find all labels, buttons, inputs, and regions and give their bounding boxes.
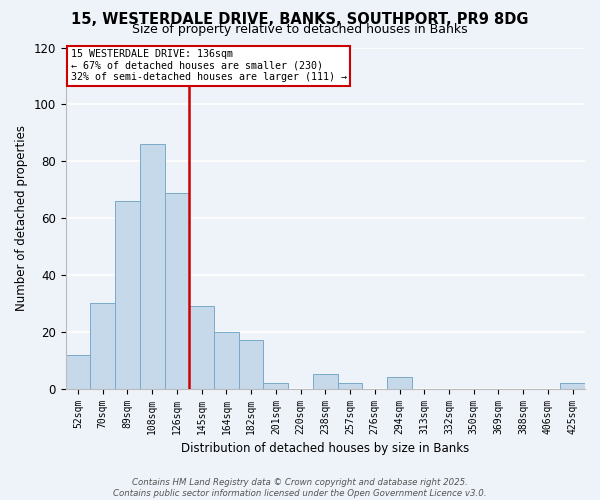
Bar — [190, 306, 214, 388]
Bar — [387, 378, 412, 388]
Bar — [313, 374, 338, 388]
Text: 15, WESTERDALE DRIVE, BANKS, SOUTHPORT, PR9 8DG: 15, WESTERDALE DRIVE, BANKS, SOUTHPORT, … — [71, 12, 529, 28]
Y-axis label: Number of detached properties: Number of detached properties — [15, 125, 28, 311]
Bar — [164, 192, 190, 388]
X-axis label: Distribution of detached houses by size in Banks: Distribution of detached houses by size … — [181, 442, 469, 455]
Bar — [115, 201, 140, 388]
Bar — [214, 332, 239, 388]
Bar — [65, 354, 91, 388]
Bar — [263, 383, 288, 388]
Bar — [239, 340, 263, 388]
Text: Size of property relative to detached houses in Banks: Size of property relative to detached ho… — [132, 22, 468, 36]
Text: 15 WESTERDALE DRIVE: 136sqm
← 67% of detached houses are smaller (230)
32% of se: 15 WESTERDALE DRIVE: 136sqm ← 67% of det… — [71, 49, 347, 82]
Bar — [140, 144, 164, 388]
Bar — [338, 383, 362, 388]
Text: Contains HM Land Registry data © Crown copyright and database right 2025.
Contai: Contains HM Land Registry data © Crown c… — [113, 478, 487, 498]
Bar — [91, 304, 115, 388]
Bar — [560, 383, 585, 388]
